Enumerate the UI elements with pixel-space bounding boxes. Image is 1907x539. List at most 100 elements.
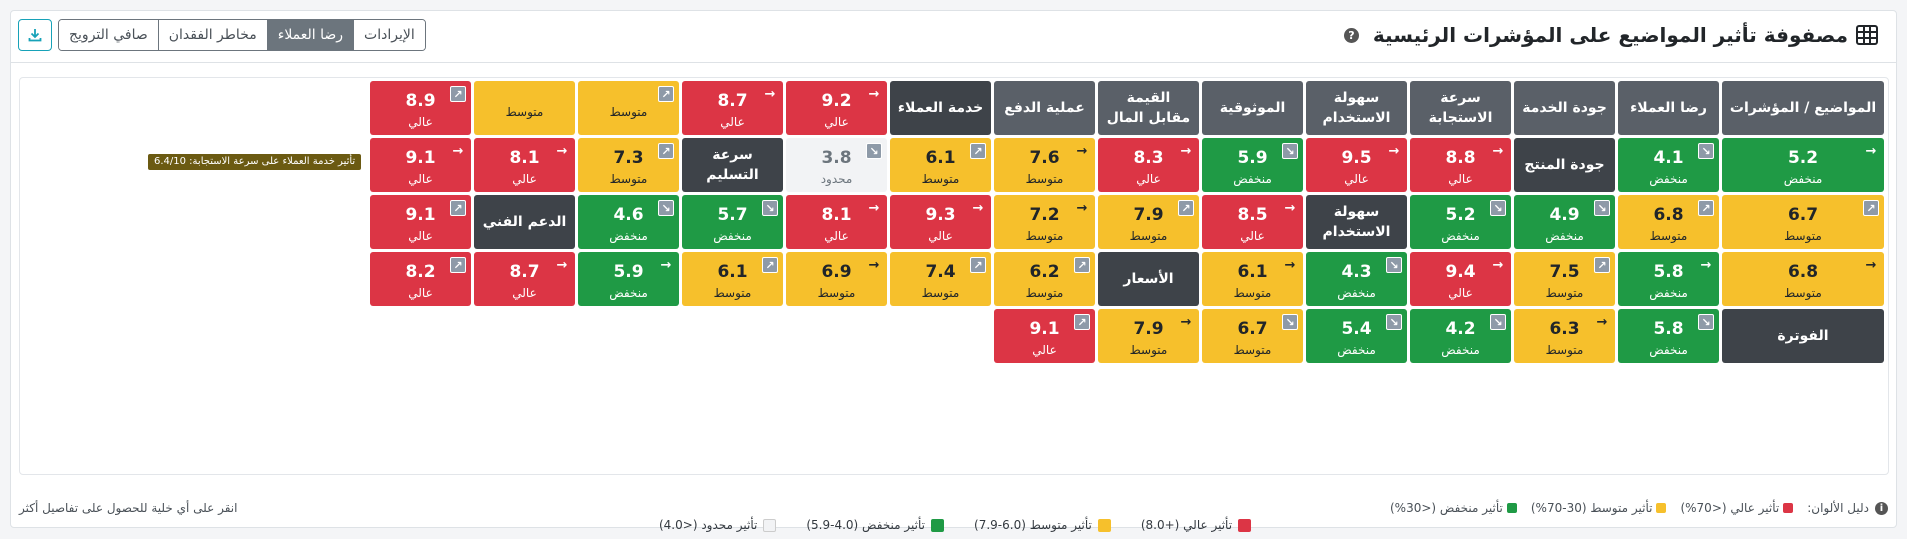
impact-cell[interactable]: 6.3 متوسط → [1514,309,1615,363]
download-button[interactable] [18,19,52,51]
impact-cell[interactable]: 9.3 عالي → [890,195,991,249]
impact-value: 6.8 [1653,204,1684,225]
impact-cell[interactable]: 6.1 متوسط ↗ [682,252,783,306]
impact-cell[interactable]: 8.1 عالي → [474,138,575,192]
impact-cell[interactable]: 4.2 منخفض ↘ [1410,309,1511,363]
info-icon: i [1875,501,1888,515]
impact-cell[interactable]: 8.8 عالي → [1410,138,1511,192]
impact-cell[interactable]: 8.5 عالي → [1202,195,1303,249]
trend-stable-icon: → [764,86,776,102]
tab-customer-satisfaction[interactable]: رضا العملاء [266,20,354,50]
impact-value: 8.1 [821,204,852,225]
impact-value: 6.3 [1549,318,1580,339]
trend-stable-icon: → [1700,257,1712,273]
impact-cell[interactable]: متوسط ↗ [578,81,679,135]
impact-cell[interactable]: 5.2 منخفض ↘ [1410,195,1511,249]
trend-up-icon: ↗ [450,86,466,102]
impact-value: 3.8 [821,147,852,168]
impact-value: 7.2 [1029,204,1060,225]
impact-level: عالي [408,228,433,243]
trend-stable-icon: → [1076,200,1088,216]
impact-cell[interactable]: 5.8 منخفض ↘ [1618,309,1719,363]
impact-cell[interactable]: 9.1 عالي → [370,138,471,192]
impact-cell[interactable]: 5.4 منخفض ↘ [1306,309,1407,363]
impact-cell[interactable]: 6.2 متوسط ↗ [994,252,1095,306]
guide-swatch [1506,503,1517,513]
trend-up-icon: ↗ [970,257,986,273]
column-header: سرعة الاستجابة [1410,81,1511,135]
impact-level: منخفض [1233,171,1272,186]
guide-swatch [1656,503,1667,513]
help-icon[interactable]: ? [1343,27,1359,43]
impact-cell[interactable]: متوسط [474,81,575,135]
impact-cell[interactable]: 7.5 متوسط ↗ [1514,252,1615,306]
row-topic-header: سهولة الاستخدام [1306,195,1407,249]
impact-cell[interactable]: 8.7 عالي → [474,252,575,306]
impact-level: عالي [408,285,433,300]
impact-cell[interactable]: 4.3 منخفض ↘ [1306,252,1407,306]
trend-stable-icon: → [660,257,672,273]
impact-value: 5.8 [1653,261,1684,282]
impact-level: عالي [512,171,537,186]
header-label: خدمة العملاء [897,100,984,116]
impact-cell[interactable]: 6.9 متوسط → [786,252,887,306]
impact-cell[interactable]: 8.9 عالي ↗ [370,81,471,135]
tab-churn-risk[interactable]: مخاطر الفقدان [157,20,267,50]
impact-cell[interactable]: 7.2 متوسط → [994,195,1095,249]
impact-cell[interactable]: 5.9 منخفض → [578,252,679,306]
impact-value: 6.7 [1787,204,1819,225]
impact-cell[interactable]: 9.1 عالي ↗ [994,309,1095,363]
impact-value: 6.1 [925,147,956,168]
table-icon [1856,25,1878,45]
header-label: جودة الخدمة [1522,100,1607,116]
card-footer: i دليل الألوان: تأثير عالي (<70%) تأثير م… [11,495,1896,523]
impact-level: متوسط [1649,228,1688,243]
trend-stable-icon: → [1076,143,1088,159]
trend-down-icon: ↘ [1698,143,1714,159]
impact-cell[interactable]: 9.2 عالي → [786,81,887,135]
impact-cell[interactable]: 6.7 متوسط ↗ [1722,195,1884,249]
impact-cell[interactable]: 5.7 منخفض ↘ [682,195,783,249]
impact-value: 8.9 [405,90,436,111]
impact-cell[interactable]: 6.8 متوسط ↗ [1618,195,1719,249]
impact-cell[interactable]: 6.1 متوسط → [1202,252,1303,306]
impact-cell[interactable]: 9.5 عالي → [1306,138,1407,192]
impact-cell[interactable]: 6.7 متوسط ↘ [1202,309,1303,363]
tab-net-promoter[interactable]: صافي الترويج [59,20,158,50]
impact-cell[interactable]: 6.1 متوسط ↗ [890,138,991,192]
impact-value: 6.7 [1237,318,1268,339]
impact-value: 9.3 [925,204,956,225]
download-icon [28,29,42,42]
impact-level: عالي [824,228,849,243]
impact-cell[interactable]: 8.2 عالي ↗ [370,252,471,306]
impact-level: عالي [928,228,953,243]
header-label: الموثوقية [1219,100,1286,116]
impact-value: 8.1 [509,147,540,168]
impact-cell[interactable]: 8.7 عالي → [682,81,783,135]
impact-cell[interactable]: 5.2 منخفض → [1722,138,1884,192]
row-topic-header: الأسعار [1098,252,1199,306]
impact-cell[interactable]: 5.8 منخفض → [1618,252,1719,306]
impact-cell[interactable]: 7.3 متوسط ↗ [578,138,679,192]
impact-cell[interactable]: 4.1 منخفض ↘ [1618,138,1719,192]
trend-stable-icon: → [868,200,880,216]
impact-cell[interactable]: 7.4 متوسط ↗ [890,252,991,306]
impact-cell[interactable]: 8.1 عالي → [786,195,887,249]
tab-revenue[interactable]: الإيرادات [353,20,425,50]
impact-cell[interactable]: 7.6 متوسط → [994,138,1095,192]
impact-cell[interactable]: 4.9 منخفض ↘ [1514,195,1615,249]
impact-cell[interactable]: 4.6 منخفض ↘ [578,195,679,249]
impact-cell[interactable]: 6.8 متوسط → [1722,252,1884,306]
impact-cell[interactable]: 9.4 عالي → [1410,252,1511,306]
impact-value: 5.8 [1653,318,1684,339]
header-label: سرعة الاستجابة [1428,90,1493,126]
impact-cell[interactable]: 7.9 متوسط → [1098,309,1199,363]
impact-cell[interactable]: 9.1 عالي ↗ [370,195,471,249]
header-label: عملية الدفع [1004,100,1085,116]
column-header: القيمة مقابل المال [1098,81,1199,135]
impact-value: 4.2 [1445,318,1476,339]
impact-cell[interactable]: 7.9 متوسط ↗ [1098,195,1199,249]
impact-cell[interactable]: 5.9 منخفض ↘ [1202,138,1303,192]
impact-cell[interactable]: 3.8 محدود ↘ [786,138,887,192]
impact-cell[interactable]: 8.3 عالي → [1098,138,1199,192]
